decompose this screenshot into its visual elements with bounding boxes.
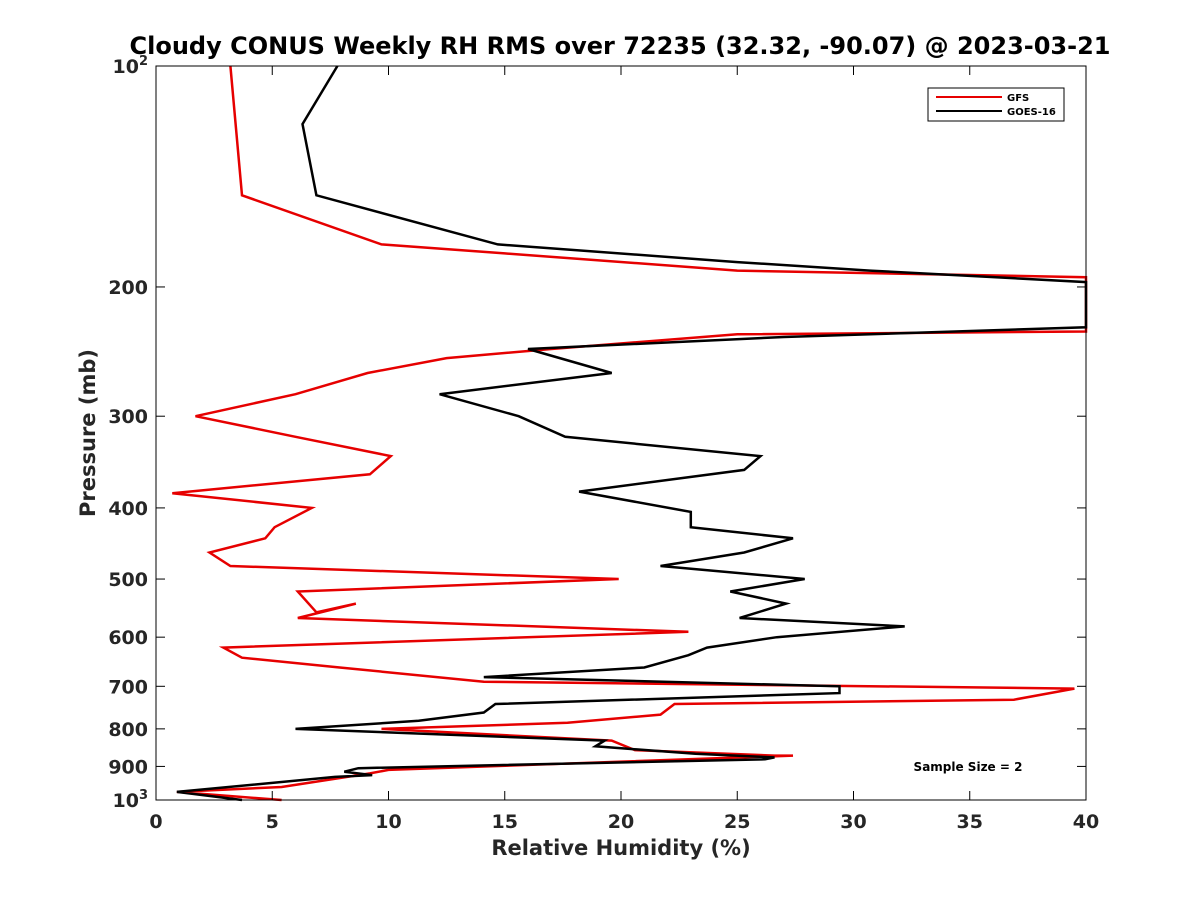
y-tick-label: 102 — [113, 54, 149, 78]
legend-label-gfs: GFS — [1007, 93, 1029, 104]
x-tick-label: 0 — [149, 811, 162, 833]
y-tick-label: 103 — [113, 788, 149, 812]
y-tick-label: 500 — [108, 569, 148, 591]
x-axis: 0 5 10 15 20 25 30 35 40 — [149, 66, 1099, 833]
series-line-goes-16 — [176, 65, 1088, 802]
y-tick-label: 300 — [108, 406, 148, 428]
x-tick-label: 25 — [724, 811, 750, 833]
legend[interactable]: GFS GOES-16 — [927, 87, 1065, 122]
y-tick-label: 200 — [108, 277, 148, 299]
x-axis-label: Relative Humidity (%) — [491, 836, 750, 860]
x-tick-label: 20 — [608, 811, 634, 833]
x-tick-label: 10 — [375, 811, 401, 833]
chart-title: Cloudy CONUS Weekly RH RMS over 72235 (3… — [130, 32, 1111, 60]
y-tick-label: 900 — [108, 756, 148, 778]
x-tick-label: 5 — [266, 811, 279, 833]
sample-size-annotation: Sample Size = 2 — [914, 760, 1023, 774]
x-tick-label: 35 — [957, 811, 983, 833]
x-tick-label: 40 — [1073, 811, 1099, 833]
y-tick-label: 800 — [108, 719, 148, 741]
y-tick-label: 700 — [108, 676, 148, 698]
y-axis: 102 200 300 400 500 600 700 800 900 103 — [108, 54, 1086, 812]
y-tick-label: 600 — [108, 627, 148, 649]
series-layer — [172, 65, 1088, 802]
legend-label-goes-16: GOES-16 — [1007, 107, 1056, 118]
x-tick-label: 30 — [840, 811, 866, 833]
y-tick-label: 400 — [108, 498, 148, 520]
legend-box — [927, 87, 1065, 122]
x-tick-label: 15 — [492, 811, 518, 833]
y-axis-label: Pressure (mb) — [76, 349, 100, 517]
